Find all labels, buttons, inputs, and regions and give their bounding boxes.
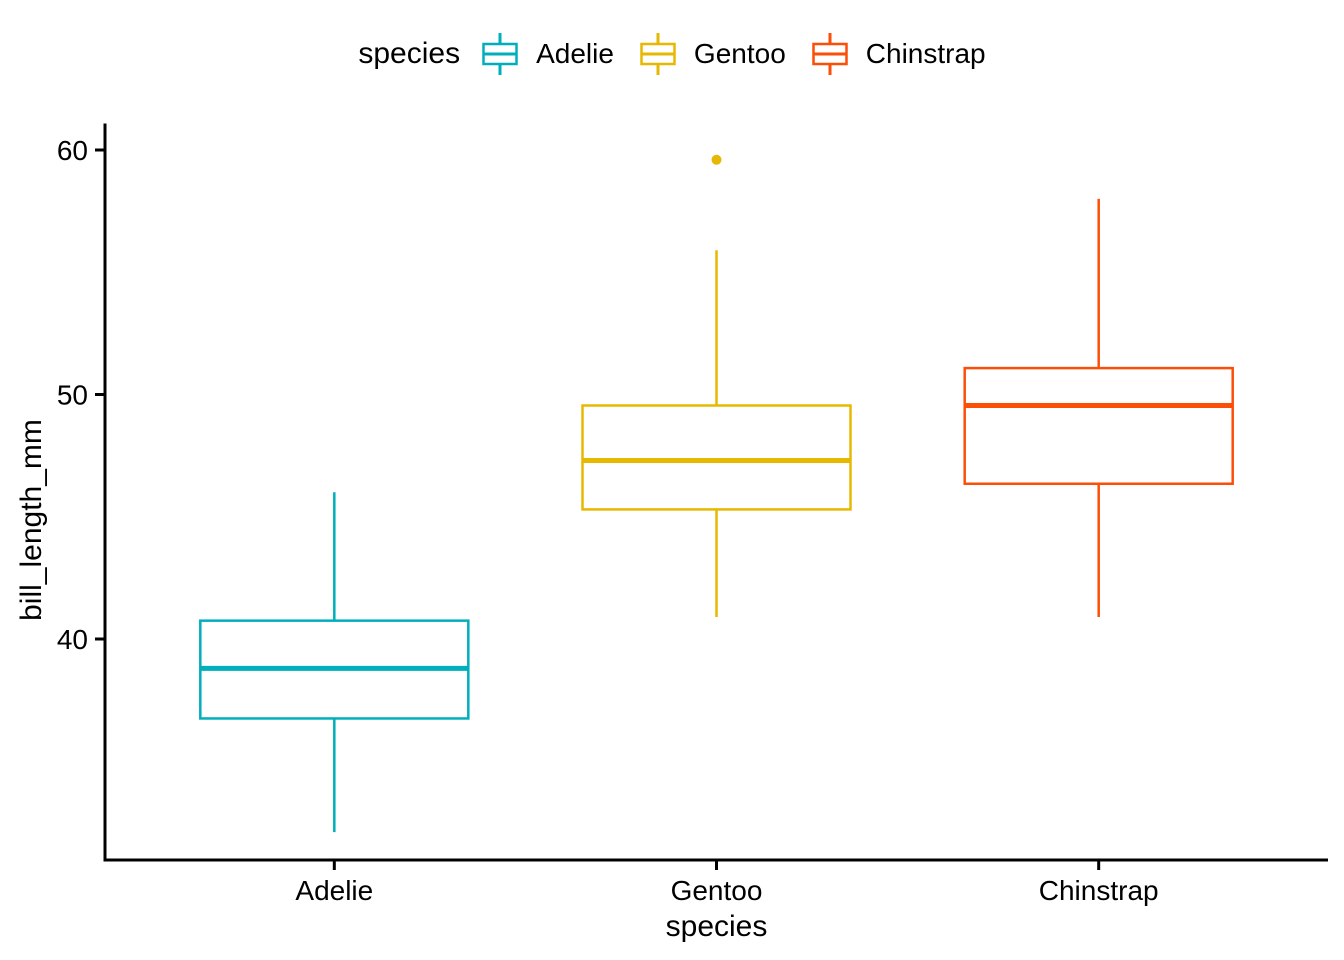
x-tick-label-adelie: Adelie bbox=[295, 875, 373, 906]
legend-title: species bbox=[358, 37, 461, 70]
legend-label-gentoo: Gentoo bbox=[693, 38, 786, 69]
legend-label-adelie: Adelie bbox=[536, 38, 614, 69]
legend: species Adelie Gentoo Chinstrap bbox=[0, 32, 1344, 76]
outlier-point-gentoo bbox=[711, 154, 722, 165]
y-tick-label: 50 bbox=[57, 379, 88, 410]
box-gentoo bbox=[581, 404, 852, 511]
x-tick-label-chinstrap: Chinstrap bbox=[1039, 875, 1159, 906]
x-axis-title: species bbox=[665, 910, 768, 943]
y-axis-title: bill_length_mm bbox=[15, 419, 48, 621]
y-tick-label: 40 bbox=[57, 624, 88, 655]
legend-label-chinstrap: Chinstrap bbox=[865, 38, 986, 69]
y-tick-label: 60 bbox=[57, 135, 88, 166]
boxplot-key-icon-chinstrap bbox=[812, 33, 848, 75]
box-chinstrap bbox=[963, 366, 1234, 485]
boxplot-key-icon-gentoo bbox=[640, 33, 676, 75]
x-tick-label-gentoo: Gentoo bbox=[671, 875, 763, 906]
legend-item-chinstrap: Chinstrap bbox=[812, 32, 986, 76]
legend-item-adelie: Adelie bbox=[482, 32, 614, 76]
legend-items: Adelie Gentoo Chinstrap bbox=[482, 32, 986, 76]
boxplot-key-icon-adelie bbox=[482, 33, 518, 75]
legend-item-gentoo: Gentoo bbox=[640, 32, 786, 76]
